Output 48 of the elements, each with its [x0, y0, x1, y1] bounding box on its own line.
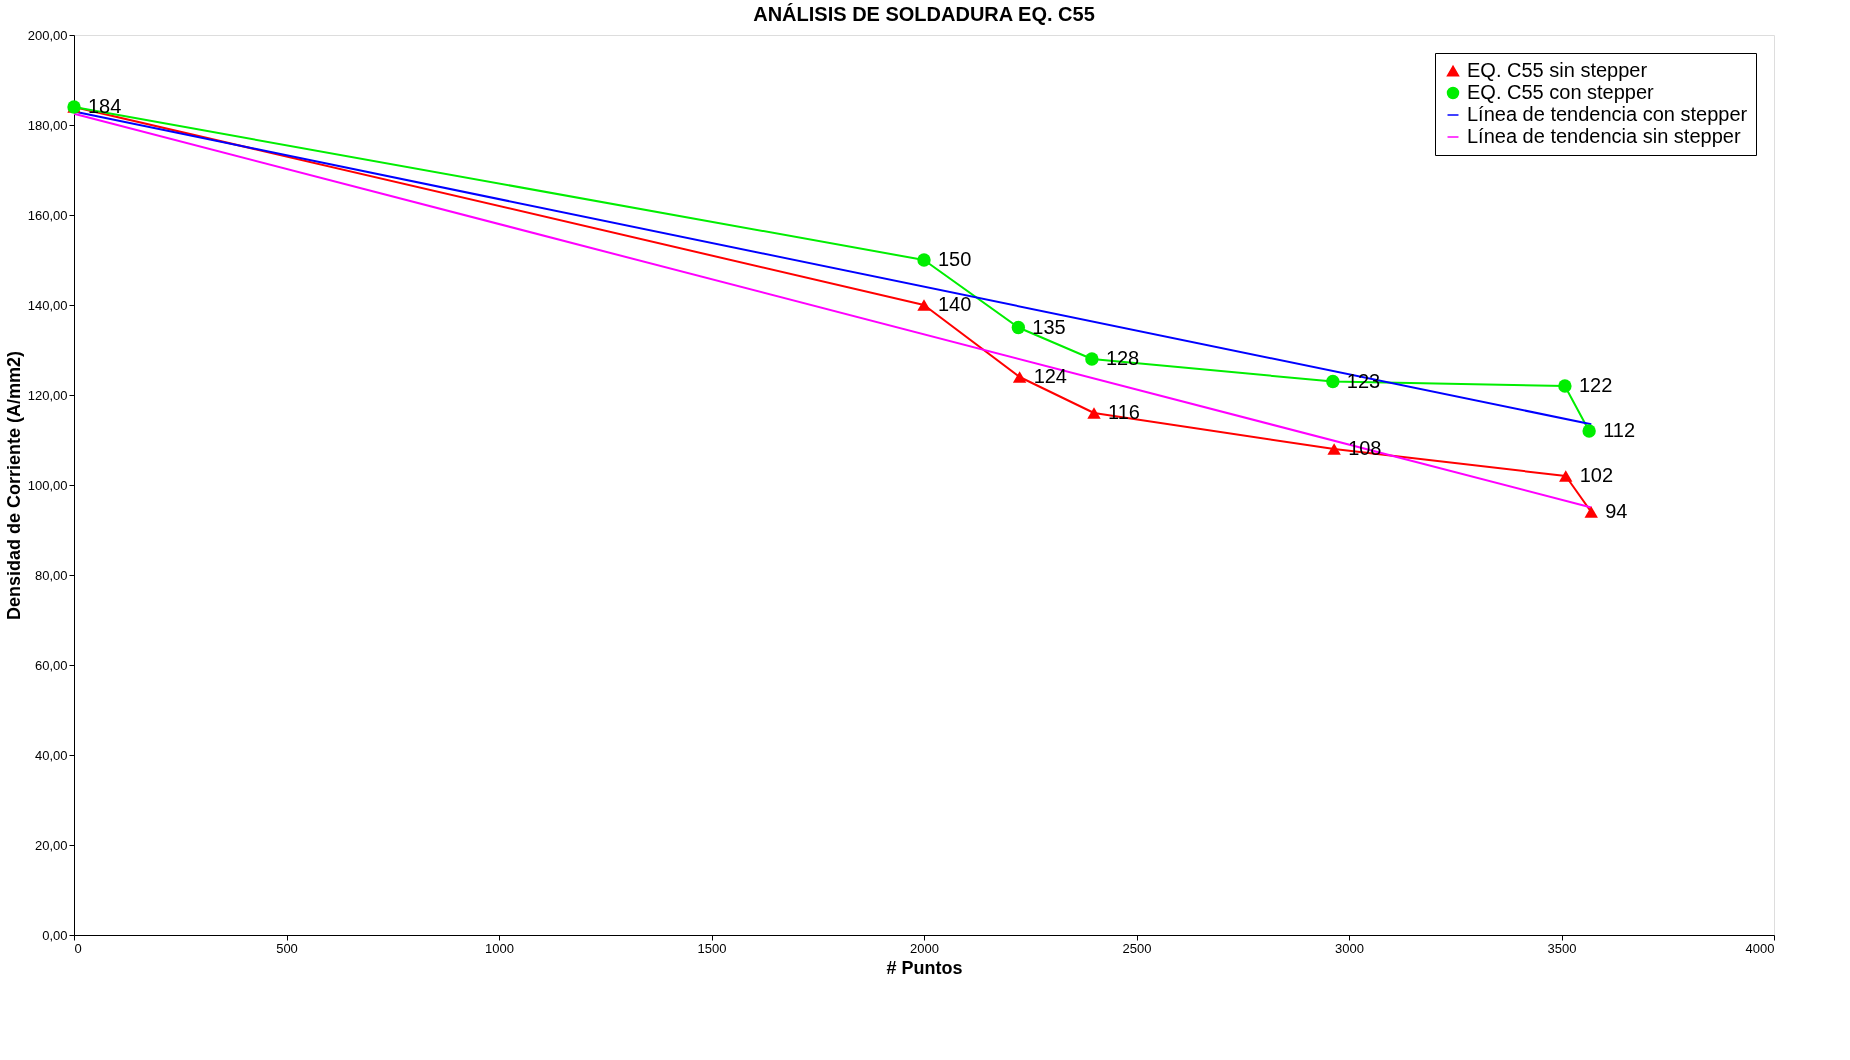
x-tick-label: 1000 — [485, 940, 514, 956]
x-tick-label: 1500 — [697, 940, 727, 956]
point — [1326, 374, 1340, 389]
y-tick-label: 80,00 — [34, 567, 68, 583]
x-tick-label: 500 — [276, 940, 298, 956]
legend-label: EQ. C55 sin stepper — [1467, 59, 1648, 81]
point — [917, 253, 931, 267]
y-tick-label: 100,00 — [27, 477, 68, 493]
legend-label: Línea de tendencia sin stepper — [1467, 125, 1741, 147]
y-tick-label: 40,00 — [34, 747, 68, 763]
point — [1559, 470, 1573, 482]
data-label: 135 — [1032, 315, 1066, 338]
data-label: 102 — [1579, 464, 1614, 486]
y-tick-label: 160,00 — [27, 207, 68, 223]
data-label: 94 — [1605, 500, 1628, 522]
y-tick-label: 140,00 — [27, 297, 68, 313]
point — [1582, 424, 1596, 438]
data-label: 124 — [1033, 365, 1067, 387]
point — [1087, 407, 1101, 419]
point — [1012, 371, 1027, 383]
y-tick-label: 180,00 — [27, 117, 68, 133]
x-tick-label: 2000 — [910, 940, 939, 956]
y-axis-title: Densidad de Corriente (A/mm2) — [3, 350, 24, 621]
x-tick-label: 2500 — [1122, 940, 1152, 956]
y-tick-label: 20,00 — [34, 837, 68, 853]
x-tick-label: 0 — [74, 940, 82, 956]
x-axis-title: # Puntos — [886, 957, 963, 978]
point — [1584, 506, 1598, 518]
legend-label: Línea de tendencia con stepper — [1467, 103, 1748, 125]
chart-title: ANÁLISIS DE SOLDADURA EQ. C55 — [753, 3, 1095, 25]
point — [1327, 443, 1341, 455]
point — [1011, 320, 1026, 335]
data-label: 184 — [88, 95, 122, 117]
y-tick-label: 120,00 — [27, 387, 68, 403]
y-tick-label: 60,00 — [34, 657, 68, 673]
data-label: 122 — [1578, 374, 1613, 396]
y-tick-label: 200,00 — [27, 27, 68, 43]
point — [1085, 352, 1099, 366]
y-tick-label: 0,00 — [42, 927, 68, 943]
point — [1558, 379, 1572, 393]
x-tick-label: 3500 — [1547, 940, 1577, 956]
point — [917, 299, 931, 311]
data-label: 112 — [1603, 419, 1636, 441]
legend-label: EQ. C55 con stepper — [1467, 81, 1655, 103]
x-tick-label: 3000 — [1335, 940, 1364, 956]
data-label: 150 — [938, 248, 972, 270]
x-tick-label: 4000 — [1745, 940, 1775, 956]
data-label: 140 — [938, 293, 972, 315]
